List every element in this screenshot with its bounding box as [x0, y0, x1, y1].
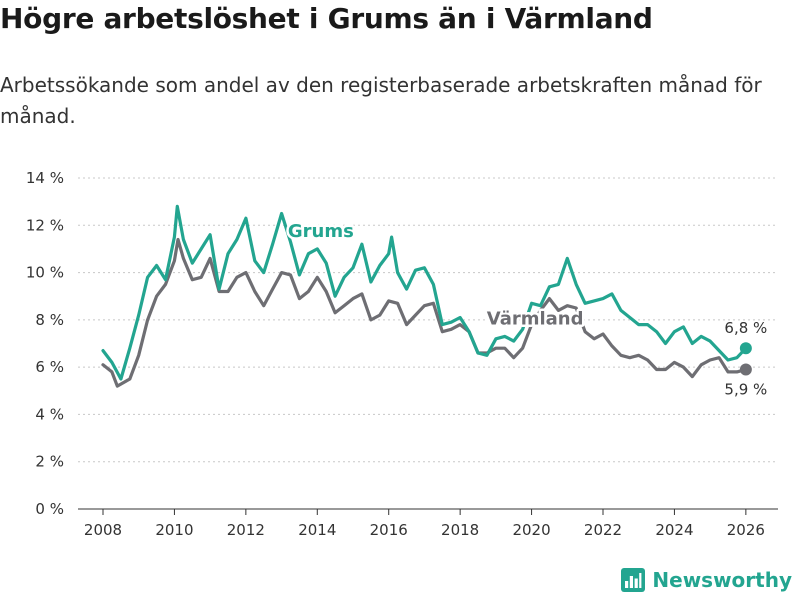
- y-tick-label: 10 %: [26, 264, 64, 282]
- y-tick-label: 0 %: [35, 500, 64, 518]
- x-tick-label: 2018: [441, 521, 479, 539]
- end-value-label-grums: 6,8 %: [724, 319, 767, 337]
- y-tick-label: 6 %: [35, 358, 64, 376]
- end-marker-grums: [739, 342, 752, 355]
- chart-labels: 6,8 % 5,9 % Grums Värmland: [285, 219, 767, 399]
- x-tick-label: 2020: [512, 521, 550, 539]
- x-tick-label: 2012: [227, 521, 265, 539]
- y-tick-label: 14 %: [26, 169, 64, 187]
- x-tick-label: 2022: [584, 521, 622, 539]
- series-label-varmland: Värmland: [487, 309, 584, 330]
- bar-chart-icon: [621, 568, 646, 592]
- x-tick-label: 2008: [84, 521, 122, 539]
- x-tick-label: 2024: [655, 521, 693, 539]
- chart-subtitle: Arbetssökande som andel av den registerb…: [0, 73, 762, 128]
- end-marker-varmland: [739, 363, 752, 376]
- series-line-grums: [101, 204, 748, 381]
- chart-axes: 0 % 2 % 4 % 6 % 8 % 10 % 12 % 14 % 2008 2010 2012 2…: [26, 169, 765, 539]
- series-label-grums: Grums: [288, 221, 354, 242]
- brand-name: Newsworthy: [652, 568, 792, 592]
- page-title: Högre arbetslöshet i Grums än i Värmland: [0, 2, 653, 35]
- x-tick-label: 2014: [298, 521, 336, 539]
- y-tick-label: 4 %: [35, 405, 64, 423]
- chart-grid: [78, 177, 778, 510]
- x-tick-label: 2016: [370, 521, 408, 539]
- newsworthy-logo: Newsworthy: [621, 568, 792, 592]
- series-line-varmland: [101, 237, 748, 388]
- end-value-label-varmland: 5,9 %: [724, 381, 767, 399]
- y-tick-label: 12 %: [26, 216, 64, 234]
- x-tick-label: 2026: [727, 521, 765, 539]
- chart-series: [101, 204, 752, 388]
- y-tick-label: 2 %: [35, 453, 64, 471]
- x-tick-label: 2010: [155, 521, 193, 539]
- y-tick-label: 8 %: [35, 311, 64, 329]
